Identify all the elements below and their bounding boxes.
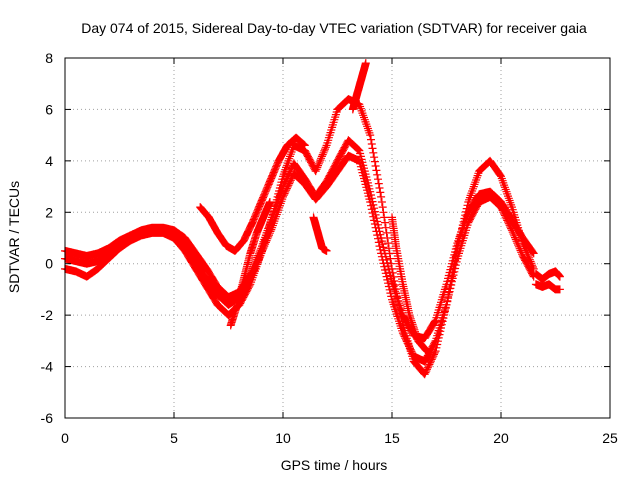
- series-5-markers: [226, 198, 274, 330]
- y-tick-label: -6: [41, 410, 54, 426]
- y-tick-label: 8: [45, 50, 53, 66]
- series-5: [226, 198, 274, 330]
- y-axis-label: SDTVAR / TECUs: [6, 181, 22, 293]
- x-tick-label: 5: [170, 430, 178, 446]
- series-7: [348, 59, 370, 114]
- series-10-markers: [531, 280, 564, 294]
- series-9: [531, 267, 564, 284]
- chart-title: Day 074 of 2015, Sidereal Day-to-day VTE…: [81, 20, 587, 36]
- y-tick-label: 2: [45, 204, 53, 220]
- x-axis-ticks: 0 5 10 15 20 25: [61, 58, 618, 446]
- x-tick-label: 25: [602, 430, 618, 446]
- data-points: [61, 59, 564, 379]
- y-tick-label: 4: [45, 153, 53, 169]
- series-4: [196, 133, 309, 255]
- series-4-markers: [196, 133, 309, 255]
- x-tick-label: 15: [384, 430, 400, 446]
- series-6: [309, 213, 331, 255]
- series-6-markers: [309, 213, 331, 255]
- y-tick-label: -2: [41, 307, 54, 323]
- x-tick-label: 20: [493, 430, 509, 446]
- x-tick-label: 0: [61, 430, 69, 446]
- series-7-markers: [348, 59, 370, 114]
- series-9-markers: [531, 267, 564, 284]
- y-axis-ticks: -6 -4 -2 0 2 4 6 8: [41, 50, 610, 426]
- series-8-markers: [388, 213, 431, 356]
- x-axis-label: GPS time / hours: [281, 457, 388, 473]
- y-tick-label: 0: [45, 256, 53, 272]
- plot-frame: [64, 57, 611, 419]
- series-10: [531, 280, 564, 294]
- y-tick-label: 6: [45, 101, 53, 117]
- series-8: [388, 213, 431, 356]
- y-tick-label: -4: [41, 359, 54, 375]
- x-tick-label: 10: [275, 430, 291, 446]
